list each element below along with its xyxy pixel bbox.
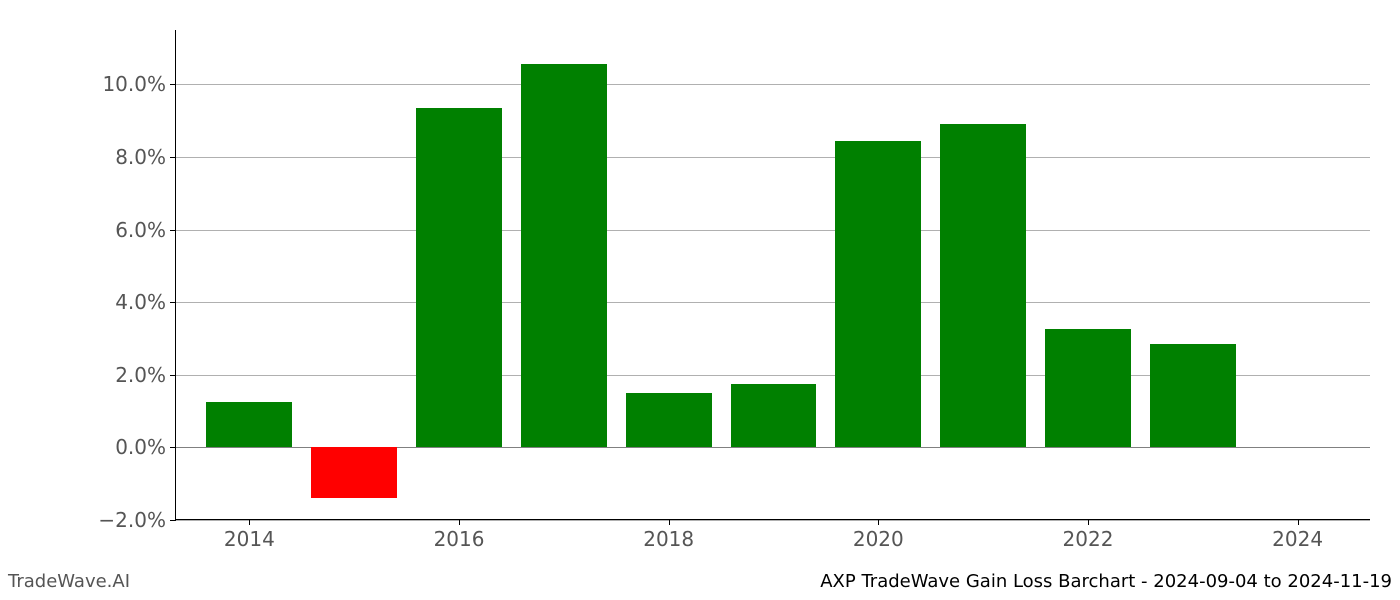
gridline bbox=[176, 520, 1370, 521]
x-tick-label: 2018 bbox=[643, 519, 694, 551]
gridline bbox=[176, 84, 1370, 85]
bar-2023 bbox=[1150, 344, 1236, 447]
y-tick-label: −2.0% bbox=[98, 508, 176, 532]
bar-2019 bbox=[731, 384, 817, 448]
bar-2017 bbox=[521, 64, 607, 447]
footer-right-label: AXP TradeWave Gain Loss Barchart - 2024-… bbox=[820, 571, 1392, 592]
y-tick-label: 8.0% bbox=[115, 145, 176, 169]
gridline bbox=[176, 157, 1370, 158]
y-tick-label: 2.0% bbox=[115, 363, 176, 387]
x-tick-label: 2022 bbox=[1063, 519, 1114, 551]
x-tick-label: 2014 bbox=[224, 519, 275, 551]
y-tick-label: 10.0% bbox=[102, 72, 176, 96]
gridline bbox=[176, 230, 1370, 231]
y-tick-label: 0.0% bbox=[115, 435, 176, 459]
bar-2022 bbox=[1045, 329, 1131, 447]
bar-2014 bbox=[206, 402, 292, 447]
bar-2015 bbox=[311, 447, 397, 498]
bar-2016 bbox=[416, 108, 502, 447]
x-tick-label: 2020 bbox=[853, 519, 904, 551]
gridline bbox=[176, 302, 1370, 303]
y-tick-label: 4.0% bbox=[115, 290, 176, 314]
x-tick-label: 2016 bbox=[434, 519, 485, 551]
bar-2018 bbox=[626, 393, 712, 447]
bar-2020 bbox=[835, 141, 921, 448]
bar-2021 bbox=[940, 124, 1026, 447]
footer-left-label: TradeWave.AI bbox=[8, 571, 130, 592]
y-tick-label: 6.0% bbox=[115, 218, 176, 242]
chart-container: −2.0% 0.0% 2.0% 4.0% 6.0% 8.0% 10.0% 2014 2016 20… bbox=[0, 0, 1400, 600]
plot-area: −2.0%0.0%2.0%4.0%6.0%8.0%10.0%2014201620… bbox=[175, 30, 1370, 520]
x-tick-label: 2024 bbox=[1272, 519, 1323, 551]
